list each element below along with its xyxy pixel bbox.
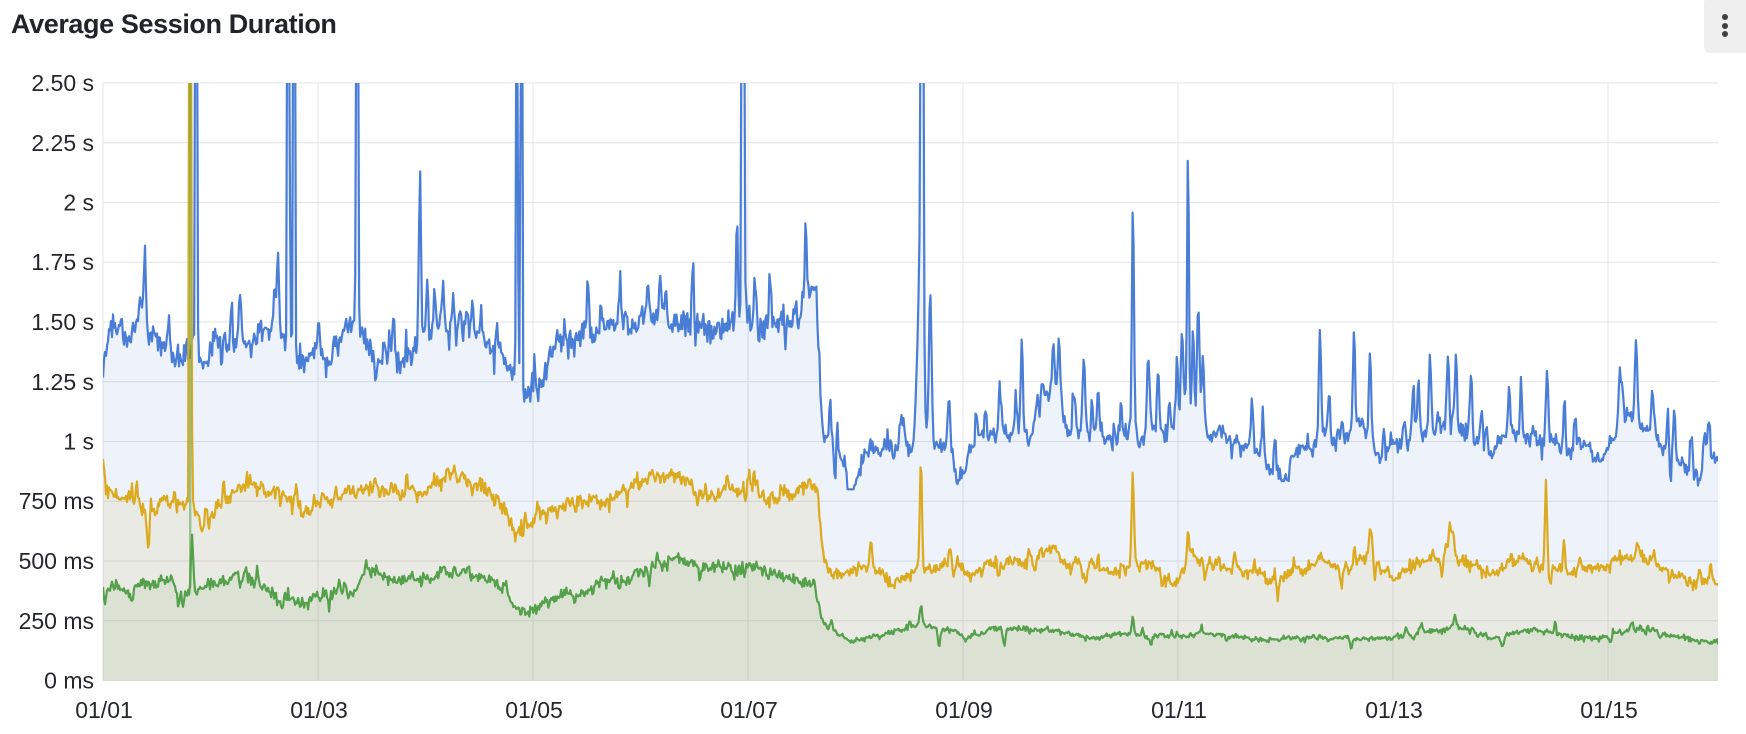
svg-text:01/03: 01/03 [290,697,348,723]
svg-text:1.25 s: 1.25 s [31,369,94,395]
svg-text:01/07: 01/07 [720,697,778,723]
svg-text:01/15: 01/15 [1580,697,1638,723]
svg-text:1.50 s: 1.50 s [31,309,94,335]
svg-text:1.75 s: 1.75 s [31,249,94,275]
svg-text:2 s: 2 s [63,190,94,216]
svg-text:0 ms: 0 ms [44,668,94,694]
svg-text:750 ms: 750 ms [19,488,94,514]
svg-text:2.25 s: 2.25 s [31,130,94,156]
svg-text:1 s: 1 s [63,429,94,455]
svg-text:01/09: 01/09 [935,697,993,723]
svg-text:01/05: 01/05 [505,697,563,723]
svg-text:01/11: 01/11 [1151,697,1207,723]
svg-text:01/13: 01/13 [1365,697,1423,723]
svg-text:01/01: 01/01 [75,697,133,723]
svg-text:2.50 s: 2.50 s [31,70,94,96]
svg-text:500 ms: 500 ms [19,548,94,574]
svg-text:250 ms: 250 ms [19,608,94,634]
